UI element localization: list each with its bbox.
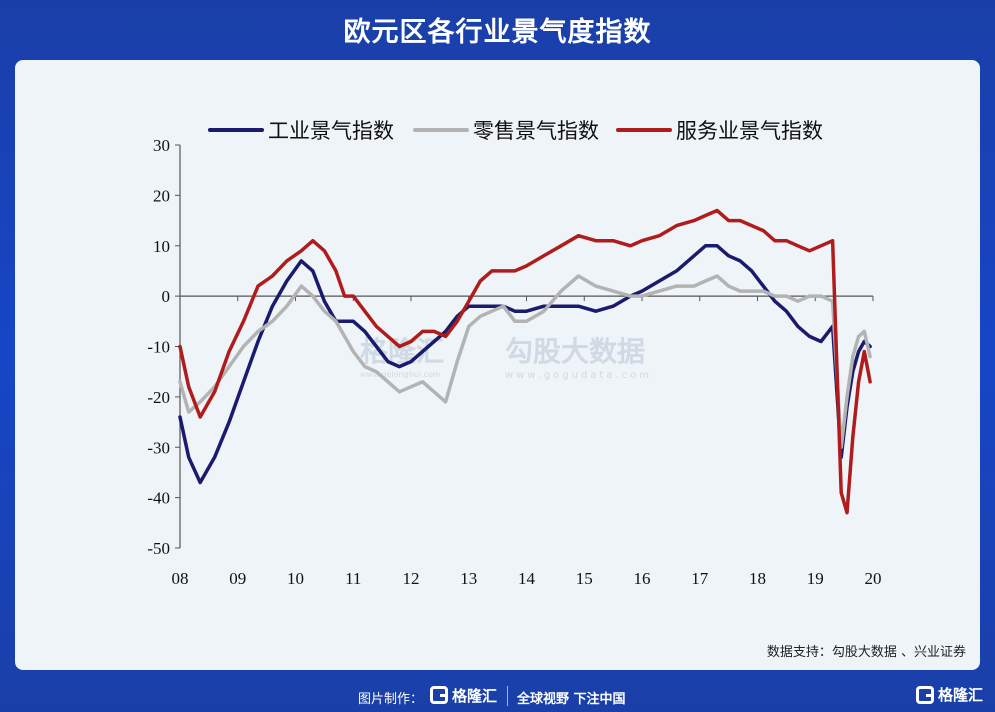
made-by-label: 图片制作： [358, 692, 424, 707]
footer-logo-text: 格隆汇 [452, 686, 498, 705]
watermark-right: 勾股大数据 www.gogudata.com [505, 330, 652, 381]
footer: 图片制作： 格隆汇 全球视野 下注中国 格隆汇 [0, 680, 995, 712]
x-tick-label: 20 [865, 569, 882, 588]
x-tick-label: 13 [460, 569, 477, 588]
watermark-left-text: 格隆汇 [360, 335, 445, 368]
x-tick-label: 08 [172, 569, 189, 588]
y-tick-label: -20 [147, 388, 170, 407]
y-tick-label: -40 [147, 489, 170, 508]
corner-logo-text: 格隆汇 [937, 686, 983, 704]
footer-logo: 格隆汇 [430, 684, 497, 706]
watermark-right-text: 勾股大数据 [505, 335, 646, 368]
y-tick-label: -30 [147, 438, 170, 457]
corner-logo-icon [915, 685, 934, 704]
page-title: 欧元区各行业景气度指数 [343, 17, 652, 48]
legend-label-2: 零售景气指数 [473, 119, 599, 143]
y-tick-label: -50 [147, 539, 170, 558]
x-tick-label: 09 [229, 569, 246, 588]
chart-panel: 格隆汇 www.gelonghui.com 勾股大数据 www.gogudata… [15, 60, 980, 670]
y-tick-label: 20 [153, 186, 170, 205]
x-tick-label: 19 [807, 569, 824, 588]
footer-divider [507, 686, 508, 706]
watermark-left-url: www.gelonghui.com [360, 370, 441, 379]
x-tick-label: 14 [518, 569, 536, 588]
y-tick-label: 0 [162, 287, 171, 306]
watermark-left: 格隆汇 www.gelonghui.com [360, 330, 444, 379]
corner-logo: 格隆汇 [915, 684, 983, 705]
y-tick-label: 30 [153, 136, 170, 155]
data-source: 数据支持：勾股大数据 、兴业证券 [766, 645, 966, 660]
x-tick-label: 16 [634, 569, 651, 588]
x-tick-label: 10 [287, 569, 304, 588]
x-tick-label: 18 [749, 569, 766, 588]
y-tick-label: 10 [153, 237, 170, 256]
x-tick-label: 11 [345, 569, 361, 588]
legend-label-3: 服务业景气指数 [676, 119, 823, 143]
x-tick-label: 15 [576, 569, 593, 588]
series-line-3 [178, 208, 872, 515]
x-tick-label: 12 [403, 569, 420, 588]
gelonghui-logo-icon [430, 686, 448, 704]
footer-slogan: 全球视野 下注中国 [517, 692, 626, 707]
x-tick-label: 17 [691, 569, 709, 588]
legend-label-1: 工业景气指数 [268, 119, 394, 143]
y-tick-label: -10 [147, 338, 170, 357]
series-line-1 [178, 244, 872, 485]
series-line-2 [178, 274, 872, 450]
watermark-right-url: www.gogudata.com [505, 370, 653, 381]
